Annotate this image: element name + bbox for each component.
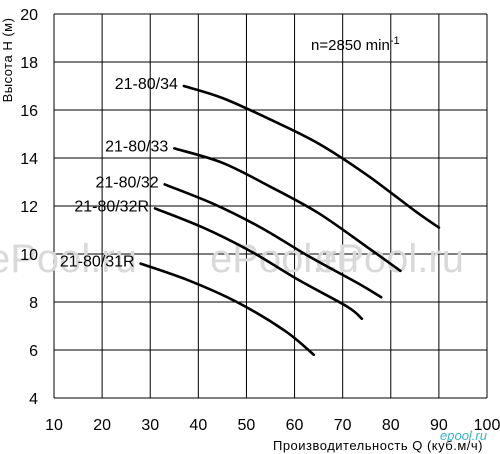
speed-annotation-superscript: -1 xyxy=(390,35,400,47)
y-tick-label: 20 xyxy=(20,7,38,24)
series-line xyxy=(173,147,402,273)
x-tick-label: 40 xyxy=(189,417,207,434)
x-tick-label: 30 xyxy=(141,417,159,434)
x-tick-label: 10 xyxy=(45,417,63,434)
y-tick-label: 6 xyxy=(29,343,38,360)
x-tick-label: 100 xyxy=(474,417,500,434)
series-label: 21-80/32R xyxy=(74,198,149,215)
logo: epool.ru xyxy=(440,428,487,443)
y-axis-label: Высота Н (м) xyxy=(0,18,15,103)
watermark: ePool.ru xyxy=(0,237,137,281)
x-tick-label: 20 xyxy=(93,417,111,434)
series-line xyxy=(163,183,383,299)
series-labels: 21-80/34 21-80/33 21-80/32 21-80/32R 21-80/3… xyxy=(60,76,178,271)
y-tick-label: 16 xyxy=(20,103,38,120)
series-label: 21-80/34 xyxy=(115,76,178,93)
y-tick-label: 12 xyxy=(20,199,38,216)
x-tick-label: 70 xyxy=(334,417,352,434)
y-tick-label: 4 xyxy=(29,391,38,408)
x-tick-label: 50 xyxy=(238,417,256,434)
y-tick-label: 8 xyxy=(29,295,38,312)
series-label: 21-80/31R xyxy=(60,254,135,271)
x-tick-label: 60 xyxy=(286,417,304,434)
y-tick-labels: 4 6 8 10 12 14 16 18 20 xyxy=(20,7,38,408)
watermark: ePool.ru xyxy=(315,237,464,281)
gridlines xyxy=(53,13,488,399)
series-line xyxy=(153,207,364,321)
x-tick-label: 80 xyxy=(382,417,400,434)
series-lines xyxy=(139,84,441,357)
speed-annotation: n=2850 min-1 xyxy=(311,35,400,54)
speed-annotation-text: n=2850 min xyxy=(311,37,390,54)
y-tick-label: 18 xyxy=(20,55,38,72)
x-axis-label: Производительность Q (куб.м/ч) xyxy=(273,438,483,453)
series-line xyxy=(182,84,441,229)
x-tick-labels: 10 20 30 40 50 60 70 80 90 100 xyxy=(45,417,500,434)
series-label: 21-80/33 xyxy=(105,138,168,155)
y-tick-label: 14 xyxy=(20,151,38,168)
series-line xyxy=(139,262,316,357)
watermark: ePool.ru xyxy=(210,237,359,281)
series-label: 21-80/32 xyxy=(95,174,158,191)
y-tick-label: 10 xyxy=(20,247,38,264)
x-tick-label: 90 xyxy=(430,417,448,434)
